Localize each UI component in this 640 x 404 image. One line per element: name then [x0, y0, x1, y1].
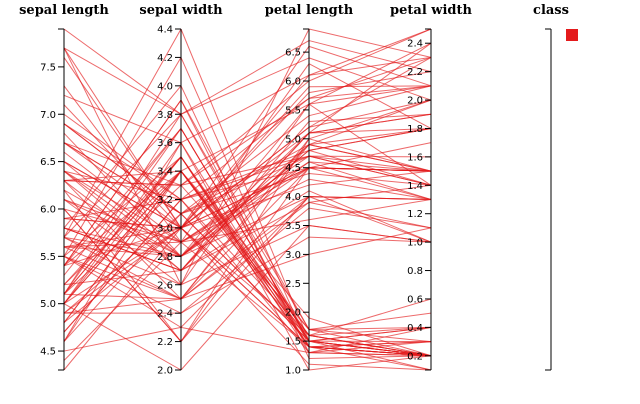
tick-label: 6.0	[285, 77, 301, 88]
tick-label: 3.0	[285, 250, 301, 261]
tick-label: 3.2	[157, 195, 173, 206]
record-87-segment-0	[64, 29, 181, 114]
tick-label: 3.4	[157, 167, 173, 178]
tick-label: 5.5	[285, 105, 301, 116]
tick-label: 1.2	[407, 209, 423, 220]
tick-label: 1.6	[407, 152, 423, 163]
record-69-segment-2	[309, 86, 431, 87]
tick-label: 2.4	[157, 309, 173, 320]
axis-title-class: class	[533, 3, 569, 18]
axis-sepal-length[interactable]: sepal length 4.5 5.0 5.5 6.0 6.5 7.0 7.5	[19, 3, 109, 370]
tick-label: 2.5	[285, 279, 301, 290]
tick-label: 4.5	[40, 347, 56, 358]
tick-label: 3.0	[157, 223, 173, 234]
data-lines-layer	[64, 29, 431, 370]
tick-label: 0.6	[407, 294, 423, 305]
record-13-segment-2	[309, 364, 431, 370]
tick-label: 0.4	[407, 323, 423, 334]
tick-label: 3.8	[157, 110, 173, 121]
tick-label: 2.4	[407, 39, 423, 50]
record-87-segment-2	[309, 58, 431, 100]
tick-label: 6.5	[40, 157, 56, 168]
tick-label: 4.0	[285, 192, 301, 203]
axis-title-petal-width: petal width	[390, 3, 472, 18]
tick-label: 3.5	[285, 221, 301, 232]
tick-label: 2.2	[157, 337, 173, 348]
tick-label: 1.0	[407, 238, 423, 249]
tick-label: 0.2	[407, 351, 423, 362]
axis-title-sepal-width: sepal width	[139, 3, 223, 18]
tick-label: 4.2	[157, 53, 173, 64]
tick-label: 6.0	[40, 204, 56, 215]
tick-label: 6.5	[285, 48, 301, 59]
tick-label: 2.2	[407, 67, 423, 78]
tick-label: 7.5	[40, 62, 56, 73]
tick-label: 7.0	[40, 110, 56, 121]
tick-label: 5.0	[40, 299, 56, 310]
tick-label: 2.6	[157, 280, 173, 291]
record-67-segment-0	[64, 181, 181, 186]
tick-label: 4.5	[285, 163, 301, 174]
tick-label: 2.0	[285, 308, 301, 319]
tick-label: 3.6	[157, 138, 173, 149]
tick-label: 4.4	[157, 25, 173, 36]
record-35-segment-0	[64, 114, 181, 199]
record-82-segment-2	[309, 100, 431, 145]
tick-label: 2.8	[157, 252, 173, 263]
class-legend-swatch	[566, 29, 578, 41]
tick-label: 1.5	[285, 337, 301, 348]
tick-label: 1.0	[285, 366, 301, 377]
tick-label: 5.0	[285, 134, 301, 145]
record-75-segment-2	[309, 114, 431, 121]
tick-label: 2.0	[407, 96, 423, 107]
tick-label: 1.8	[407, 124, 423, 135]
tick-label: 4.0	[157, 81, 173, 92]
axis-petal-length[interactable]: petal length 1.0 1.5 2.0 2.5 3.0 3.5 4.0 4.5 5.0 5…	[265, 3, 354, 377]
axis-title-sepal-length: sepal length	[19, 3, 109, 18]
axis-title-petal-length: petal length	[265, 3, 354, 18]
tick-label: 0.8	[407, 266, 423, 277]
axis-class[interactable]: class	[533, 3, 578, 370]
tick-label: 1.4	[407, 181, 423, 192]
tick-label: 5.5	[40, 252, 56, 263]
tick-label: 2.0	[157, 366, 173, 377]
